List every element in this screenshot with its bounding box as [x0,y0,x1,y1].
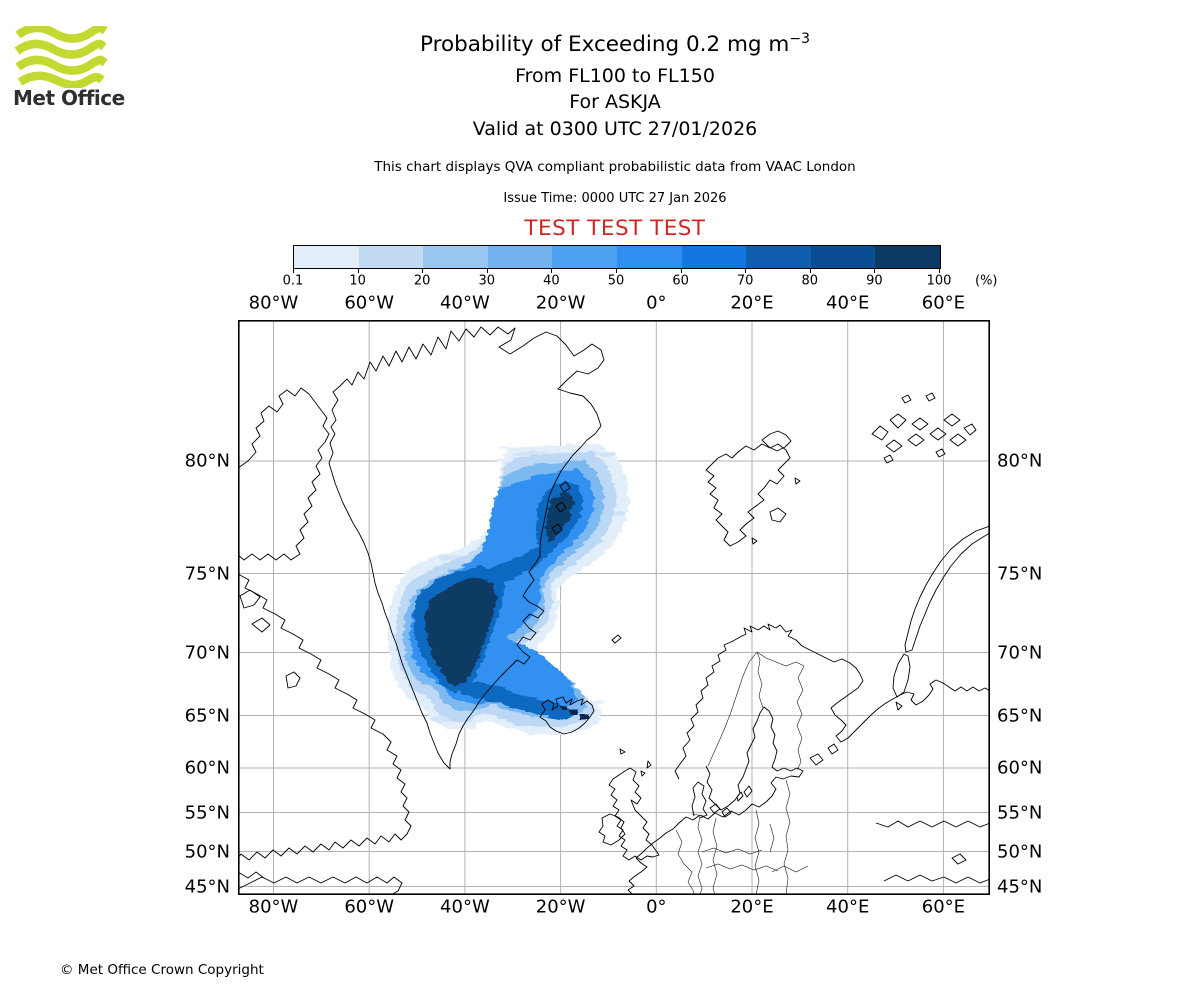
lon-label-bottom: 60°E [921,896,966,918]
legend-color-segment [875,246,940,268]
copyright-notice: © Met Office Crown Copyright [60,962,264,978]
legend-color-segment [681,246,747,268]
lon-label-bottom: 40°W [440,896,490,918]
lon-label-top: 40°W [440,292,490,314]
lat-label-right: 80°N [997,450,1043,472]
colorbar-unit: (%) [975,273,998,289]
lat-label-right: 50°N [997,841,1043,862]
lat-label-left: 80°N [184,450,230,472]
legend-color-segment [487,246,553,268]
colorbar-label: 0.1 [282,273,304,289]
colorbar-label: 30 [478,273,496,289]
lat-label-left: 45°N [184,876,230,897]
colorbar-label: 80 [801,273,819,289]
lon-label-bottom: 80°W [248,896,299,918]
lon-label-top: 20°E [730,292,774,314]
colorbar-tick [422,268,424,273]
colorbar-tick [809,268,811,273]
probability-colorbar [293,245,941,269]
lat-label-right: 70°N [997,642,1043,663]
colorbar-label: 40 [543,273,560,289]
lon-label-bottom: 40°E [826,896,870,918]
legend-color-segment [358,246,424,268]
legend-color-segment [423,246,488,268]
colorbar-tick [486,268,488,273]
subtitle-flight-levels: From FL100 to FL150 [515,65,715,87]
colorbar-tick [680,268,682,273]
lat-label-right: 75°N [997,563,1043,584]
lon-label-bottom: 20°E [730,896,774,918]
legend-color-segment [552,246,617,268]
map-frame [238,320,990,895]
colorbar-label: 10 [349,273,366,289]
lon-label-top: 0° [646,292,667,314]
lat-label-right: 65°N [997,705,1043,726]
lat-label-right: 45°N [997,876,1043,897]
lon-label-top: 60°E [921,292,966,314]
lon-label-bottom: 60°W [344,896,395,918]
colorbar-label: 20 [413,273,431,289]
legend-color-segment [746,246,811,268]
graticule [238,320,990,895]
met-office-logo-text: Met Office [13,86,125,110]
lat-label-left: 70°N [184,642,230,663]
colorbar-label: 70 [736,273,754,289]
test-banner: TEST TEST TEST [524,216,706,241]
colorbar-label: 100 [926,273,952,289]
lon-label-bottom: 0° [646,896,667,918]
lat-label-left: 60°N [184,757,230,779]
issue-time: Issue Time: 0000 UTC 27 Jan 2026 [503,191,727,206]
colorbar-tick [293,268,294,273]
lon-label-top: 20°W [535,292,586,314]
lat-label-right: 60°N [997,757,1043,779]
colorbar-label: 60 [672,273,689,289]
qva-note: This chart displays QVA compliant probab… [374,159,856,175]
title-superscript: −3 [789,31,810,47]
colorbar-tick [745,268,747,273]
country-borders [675,651,809,895]
map-canvas [238,320,990,895]
coastlines [238,326,990,895]
lat-label-right: 55°N [997,802,1043,823]
lat-label-left: 55°N [184,802,230,823]
met-office-logo [14,26,108,88]
colorbar-tick [939,268,940,273]
subtitle-valid-time: Valid at 0300 UTC 27/01/2026 [472,118,758,140]
legend-color-segment [810,246,876,268]
legend-color-segment [616,246,682,268]
lat-label-left: 50°N [184,841,230,862]
lon-label-bottom: 20°W [535,896,586,918]
legend-color-segment [294,246,359,268]
colorbar-label: 50 [607,273,625,289]
lon-label-top: 40°E [826,292,870,314]
colorbar-tick [551,268,553,273]
colorbar-tick [357,268,359,273]
lon-label-top: 80°W [248,292,299,314]
lat-label-left: 75°N [184,563,230,584]
page-title: Probability of Exceeding 0.2 mg m−3 [419,31,810,58]
colorbar-label: 90 [866,273,883,289]
colorbar-tick [874,268,876,273]
lon-label-top: 60°W [344,292,395,314]
lat-label-left: 65°N [184,705,230,726]
subtitle-volcano: For ASKJA [569,91,661,113]
colorbar-tick [616,268,617,273]
ash-probability-plume [388,444,629,734]
